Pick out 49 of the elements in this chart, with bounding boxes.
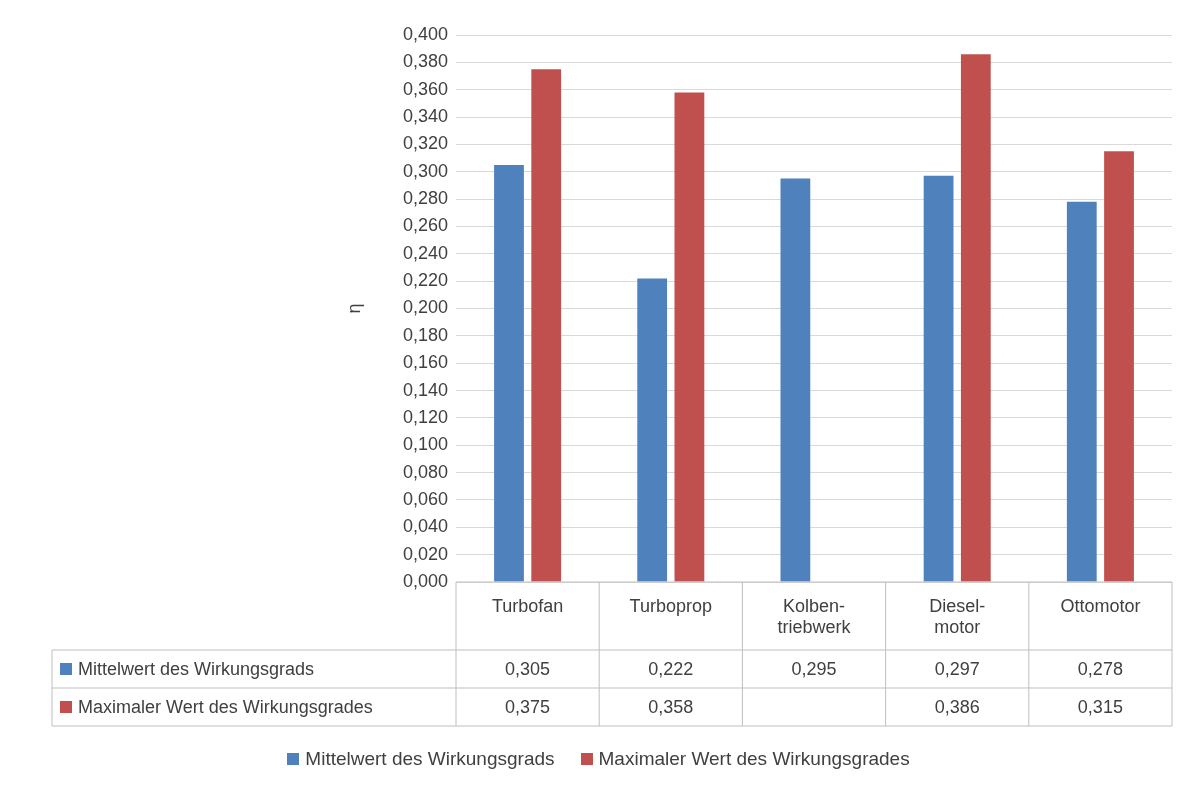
y-tick-label: 0,240 <box>402 242 448 263</box>
bar <box>531 69 562 582</box>
bar <box>674 92 705 582</box>
data-label: 0,358 <box>647 696 695 719</box>
y-tick-label: 0,060 <box>402 488 448 509</box>
y-tick-label: 0,200 <box>402 297 448 318</box>
y-tick-label: 0,320 <box>402 133 448 154</box>
data-label: 0,295 <box>790 658 838 681</box>
y-tick-label: 0,080 <box>402 461 448 482</box>
bar <box>494 164 524 582</box>
y-axis-title: η <box>343 303 364 314</box>
y-tick-label: 0,360 <box>402 78 448 99</box>
y-tick-label: 0,120 <box>402 406 448 427</box>
legend-label: Maximaler Wert des Wirkungsgrades <box>598 748 910 770</box>
y-tick-label: 0,160 <box>402 352 448 373</box>
bar <box>637 278 668 582</box>
data-label: 0,386 <box>933 696 981 719</box>
data-label: 0,278 <box>1076 658 1124 681</box>
y-tick-label: 0,300 <box>402 160 448 181</box>
text: Maximaler Wert des Wirkungsgrades <box>78 697 373 717</box>
text: Mittelwert des Wirkungsgrads <box>78 659 315 679</box>
bar <box>1066 201 1097 582</box>
y-tick-label: 0,380 <box>402 51 448 72</box>
x-tick-label: Ottomotor <box>1060 595 1141 616</box>
legend-label: Mittelwert des Wirkungsgrads <box>305 748 555 770</box>
y-tick-label: 0,220 <box>402 270 448 291</box>
y-tick-label: 0,400 <box>402 23 448 44</box>
y-tick-label: 0,180 <box>402 324 448 345</box>
data-label: 0,222 <box>647 658 695 681</box>
y-tick-label: 0,140 <box>402 379 448 400</box>
bar <box>1104 151 1134 582</box>
y-tick-label: 0,040 <box>402 516 448 537</box>
data-label: 0,297 <box>933 658 981 681</box>
y-tick-label: 0,020 <box>402 543 448 564</box>
data-label: 0,305 <box>504 658 552 681</box>
y-tick-label: 0,100 <box>402 434 448 455</box>
x-tick-label: Kolben-triebwerk <box>777 595 852 638</box>
bar <box>960 54 991 582</box>
y-tick-label: 0,340 <box>402 106 448 127</box>
x-tick-label: Turbofan <box>491 595 564 616</box>
y-tick-label: 0,260 <box>402 215 448 236</box>
y-tick-label: 0,000 <box>402 570 448 591</box>
data-label: 0,315 <box>1076 696 1124 719</box>
x-tick-label: Diesel-motor <box>929 595 986 638</box>
x-tick-label: Turboprop <box>629 595 712 616</box>
bar <box>923 175 954 582</box>
data-label: 0,375 <box>504 696 552 719</box>
bar <box>780 178 811 582</box>
y-tick-label: 0,280 <box>402 188 448 209</box>
